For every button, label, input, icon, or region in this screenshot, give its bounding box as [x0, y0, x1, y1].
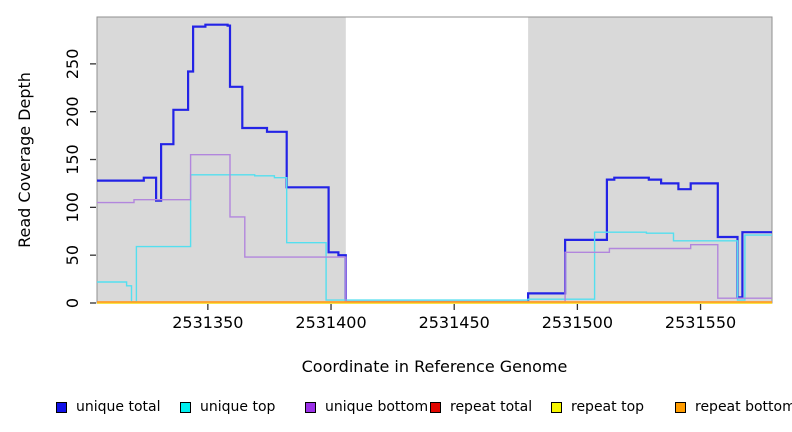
- x-tick-label: 2531350: [172, 313, 243, 332]
- y-tick-label: 100: [63, 192, 82, 223]
- legend-item-unique-top: unique top: [180, 399, 275, 415]
- legend-item-repeat-top: repeat top: [551, 399, 644, 415]
- legend-swatch-icon: [430, 401, 441, 413]
- x-tick-label: 2531500: [542, 313, 613, 332]
- y-tick-label: 0: [63, 298, 82, 308]
- y-tick-label: 200: [63, 96, 82, 127]
- legend-label: repeat total: [450, 399, 533, 415]
- legend-item-repeat-total: repeat total: [430, 399, 532, 415]
- legend-item-unique-bottom: unique bottom: [305, 399, 428, 415]
- legend-swatch-icon: [675, 401, 686, 413]
- legend-label: repeat top: [571, 399, 645, 415]
- y-tick-label: 250: [63, 49, 82, 80]
- legend-label: unique bottom: [325, 399, 429, 415]
- legend-swatch-icon: [305, 401, 316, 413]
- series-unique-total: [97, 23, 772, 304]
- legend-swatch-icon: [551, 401, 562, 413]
- y-tick-label: 150: [63, 144, 82, 175]
- legend-label: unique top: [200, 399, 276, 415]
- x-tick-label: 2531550: [665, 313, 736, 332]
- shaded-region-0: [97, 17, 346, 303]
- x-axis-title: Coordinate in Reference Genome: [302, 357, 568, 376]
- legend-label: repeat bottom: [695, 399, 792, 415]
- legend-item-unique-total: unique total: [56, 399, 160, 415]
- legend-swatch-icon: [56, 401, 67, 413]
- coverage-chart: 2531350 2531400 2531450 2531500 2531550 0 50 10…: [15, 16, 773, 376]
- legend-swatch-icon: [180, 401, 191, 413]
- legend-item-repeat-bottom: repeat bottom: [675, 399, 792, 415]
- series-unique-bottom: [97, 154, 772, 303]
- legend: unique total unique top unique bottom repea…: [0, 399, 792, 425]
- shaded-region-1: [528, 17, 772, 303]
- legend-label: unique total: [76, 399, 161, 415]
- y-axis-title: Read Coverage Depth: [15, 72, 34, 248]
- y-tick-label: 50: [63, 245, 82, 265]
- x-tick-label: 2531400: [295, 313, 366, 332]
- x-tick-label: 2531450: [419, 313, 490, 332]
